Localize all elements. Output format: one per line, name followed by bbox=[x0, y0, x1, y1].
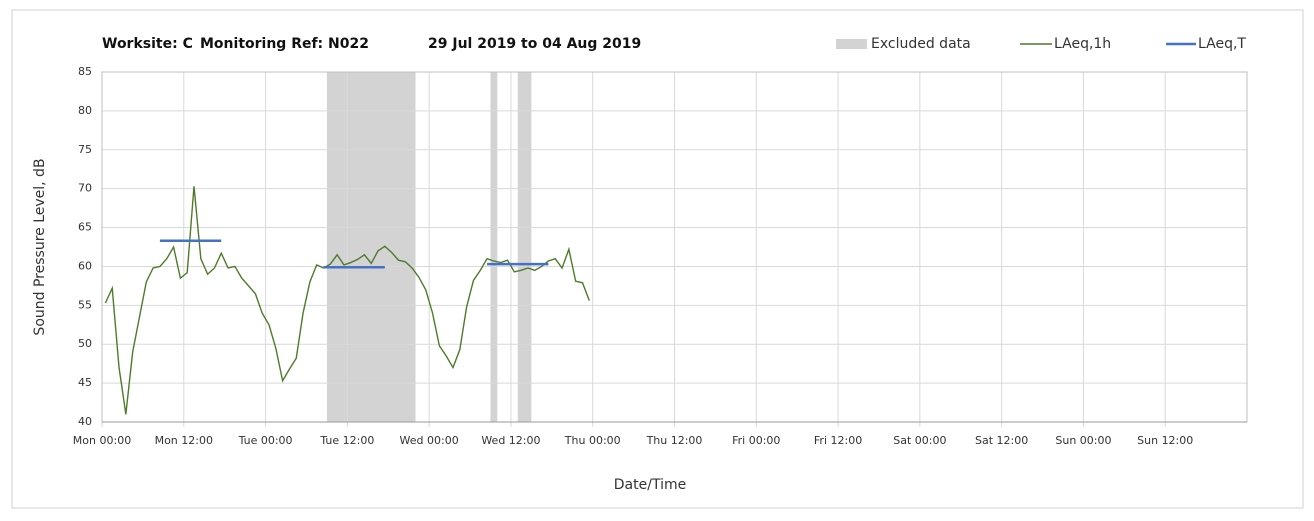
y-tick-label: 40 bbox=[78, 415, 92, 428]
x-axis-label: Date/Time bbox=[614, 477, 686, 493]
legend-label: LAeq,T bbox=[1198, 36, 1246, 52]
y-tick-label: 45 bbox=[78, 376, 92, 389]
chart-title: Worksite: C bbox=[102, 36, 193, 52]
x-tick-label: Fri 12:00 bbox=[814, 434, 862, 447]
x-tick-label: Sun 00:00 bbox=[1055, 434, 1111, 447]
y-axis-label: Sound Pressure Level, dB bbox=[32, 158, 48, 335]
legend-label: Excluded data bbox=[871, 36, 971, 52]
x-tick-label: Thu 12:00 bbox=[646, 434, 703, 447]
x-tick-label: Mon 12:00 bbox=[155, 434, 213, 447]
y-tick-label: 55 bbox=[78, 298, 92, 311]
x-tick-label: Thu 00:00 bbox=[564, 434, 621, 447]
y-tick-label: 75 bbox=[78, 143, 92, 156]
x-tick-label: Sat 00:00 bbox=[893, 434, 946, 447]
x-tick-label: Fri 00:00 bbox=[732, 434, 780, 447]
chart-title: Monitoring Ref: N022 bbox=[200, 36, 369, 52]
y-tick-label: 70 bbox=[78, 182, 92, 195]
chart-title: 29 Jul 2019 to 04 Aug 2019 bbox=[428, 36, 641, 52]
x-tick-label: Tue 00:00 bbox=[238, 434, 293, 447]
x-tick-label: Wed 00:00 bbox=[400, 434, 459, 447]
x-tick-label: Mon 00:00 bbox=[73, 434, 131, 447]
x-tick-label: Tue 12:00 bbox=[319, 434, 374, 447]
excluded-band bbox=[490, 72, 498, 422]
line-series bbox=[104, 186, 590, 415]
y-tick-label: 50 bbox=[78, 337, 92, 350]
y-tick-label: 60 bbox=[78, 259, 92, 272]
excluded-band bbox=[326, 72, 416, 422]
chart-frame bbox=[11, 9, 1304, 509]
legend-swatch bbox=[836, 39, 867, 49]
excluded-band bbox=[517, 72, 532, 422]
x-tick-label: Sun 12:00 bbox=[1137, 434, 1193, 447]
y-tick-label: 65 bbox=[78, 221, 92, 234]
x-tick-label: Wed 12:00 bbox=[481, 434, 540, 447]
x-tick-label: Sat 12:00 bbox=[975, 434, 1028, 447]
y-tick-label: 80 bbox=[78, 104, 92, 117]
y-tick-label: 85 bbox=[78, 65, 92, 78]
legend-label: LAeq,1h bbox=[1054, 36, 1111, 52]
